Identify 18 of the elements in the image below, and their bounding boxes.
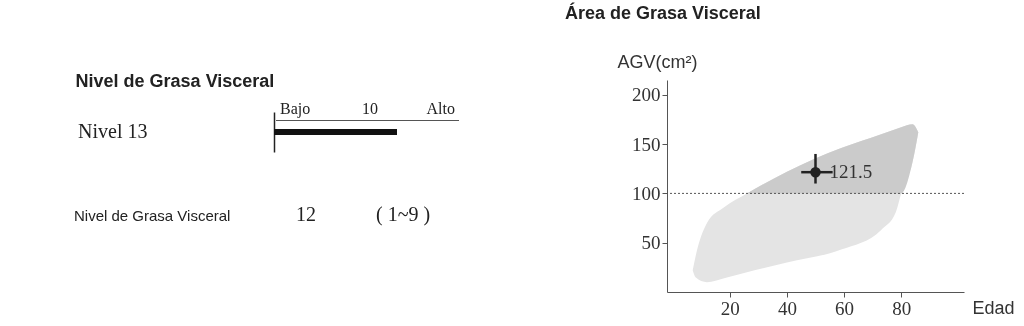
data-label: 121.5 [829, 161, 873, 183]
x-tick-label: 40 [777, 297, 797, 319]
scale-header: Bajo 10 Alto [276, 100, 459, 121]
x-tick-label: 60 [835, 297, 855, 319]
chart-title: Nivel de Grasa Visceral [75, 71, 275, 91]
annotation: 12 [296, 203, 316, 226]
y-tick-label: 150 [632, 133, 661, 155]
y-tick-label: 100 [632, 182, 661, 204]
x-tick-label: 80 [892, 297, 912, 319]
y-axis-title: AGV(cm²) [617, 51, 698, 72]
x-axis-title: Edad [972, 297, 1015, 318]
y-tick-label: Nivel 13 [78, 120, 148, 142]
x-tick-label: 20 [720, 297, 740, 319]
y-tick-label: 50 [641, 232, 661, 254]
y-tick-label: 200 [632, 84, 661, 106]
text: Nivel de Grasa Visceral [74, 207, 231, 224]
chart-title: Área de Grasa Visceral [565, 2, 761, 23]
annotation: ( 1~9 ) [376, 203, 431, 226]
